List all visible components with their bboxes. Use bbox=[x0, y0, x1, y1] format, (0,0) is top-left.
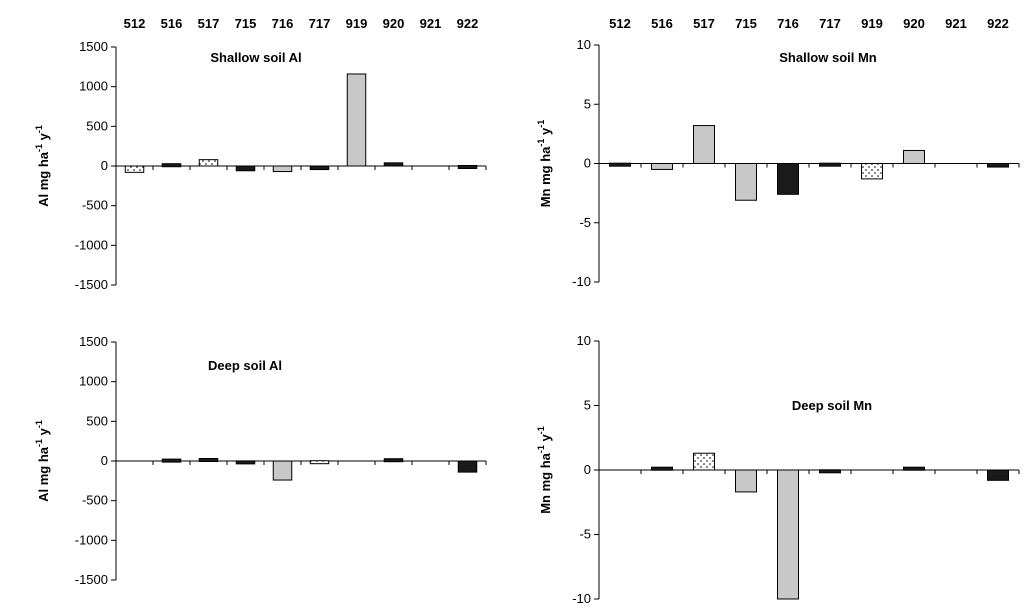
bar-517 bbox=[198, 458, 219, 463]
bar-715 bbox=[235, 460, 256, 465]
y-tick-label: -10 bbox=[572, 274, 591, 289]
y-tick-label: -5 bbox=[579, 215, 591, 230]
bar-715 bbox=[735, 163, 757, 201]
category-label: 921 bbox=[420, 16, 442, 31]
y-tick-label: 5 bbox=[584, 398, 591, 413]
category-label: 919 bbox=[346, 16, 368, 31]
bar-716 bbox=[272, 165, 293, 173]
bar-919 bbox=[346, 73, 367, 167]
y-tick-label: -1000 bbox=[75, 532, 108, 547]
category-label: 716 bbox=[777, 16, 799, 31]
bar-516 bbox=[161, 163, 182, 168]
category-label: 922 bbox=[987, 16, 1009, 31]
bar-715 bbox=[735, 469, 757, 493]
panel-al-deep: 1500 1000 500 0 -500 -1000 -1500 Deep soil Al Al… bbox=[34, 334, 487, 587]
y-tick-label: 10 bbox=[577, 37, 591, 52]
category-label: 922 bbox=[457, 16, 479, 31]
category-label: 517 bbox=[198, 16, 220, 31]
bar-516 bbox=[651, 163, 673, 170]
bar-717 bbox=[819, 469, 841, 474]
bar-517 bbox=[693, 125, 715, 164]
panel-title: Shallow soil Mn bbox=[779, 50, 877, 65]
bar-716 bbox=[272, 460, 293, 481]
bar-517 bbox=[693, 452, 715, 471]
category-label: 920 bbox=[903, 16, 925, 31]
category-label: 512 bbox=[609, 16, 631, 31]
bar-517 bbox=[198, 159, 219, 167]
category-label: 920 bbox=[383, 16, 405, 31]
y-tick-label: -1500 bbox=[75, 277, 108, 292]
y-tick-label: 1000 bbox=[79, 79, 108, 94]
bar-920 bbox=[903, 466, 925, 471]
bar-717 bbox=[309, 165, 330, 171]
bar-717 bbox=[309, 460, 330, 465]
y-tick-label: 1500 bbox=[79, 39, 108, 54]
y-axis-title: Mn mg ha-1 y-1 bbox=[536, 426, 553, 514]
y-tick-label: -500 bbox=[82, 493, 108, 508]
panel-mn-deep: 10 5 0 -5 -10 Deep soil Mn Mn mg ha-1 y-1 bbox=[536, 333, 1020, 606]
panel-title: Deep soil Mn bbox=[792, 398, 872, 413]
bar-922 bbox=[457, 164, 478, 169]
category-label: 517 bbox=[693, 16, 715, 31]
category-label: 512 bbox=[124, 16, 146, 31]
bar-715 bbox=[235, 165, 256, 172]
y-axis-title: Al mg ha-1 y-1 bbox=[34, 420, 51, 502]
y-tick-label: 10 bbox=[577, 333, 591, 348]
bar-920 bbox=[903, 149, 925, 164]
category-label: 919 bbox=[861, 16, 883, 31]
bar-920 bbox=[383, 458, 404, 463]
category-label: 715 bbox=[735, 16, 757, 31]
bar-717 bbox=[819, 162, 841, 167]
bar-922 bbox=[987, 469, 1009, 481]
bar-516 bbox=[161, 458, 182, 463]
bar-516 bbox=[651, 466, 673, 471]
category-label: 516 bbox=[651, 16, 673, 31]
bar-716 bbox=[777, 469, 799, 600]
bar-919 bbox=[861, 163, 883, 180]
y-tick-label: -1500 bbox=[75, 572, 108, 587]
y-tick-label: -10 bbox=[572, 591, 591, 606]
y-tick-label: 1500 bbox=[79, 334, 108, 349]
y-tick-label: 5 bbox=[584, 96, 591, 111]
y-tick-label: 500 bbox=[86, 118, 108, 133]
bar-920 bbox=[383, 162, 404, 167]
category-label: 715 bbox=[235, 16, 257, 31]
category-label: 516 bbox=[161, 16, 183, 31]
y-tick-label: 0 bbox=[584, 462, 591, 477]
category-label: 717 bbox=[819, 16, 841, 31]
panel-al-shallow: 1500 1000 500 0 -500 -1000 -1500 512 516 517 715 71… bbox=[34, 16, 487, 292]
panel-title: Shallow soil Al bbox=[210, 50, 301, 65]
y-tick-label: 0 bbox=[101, 453, 108, 468]
y-axis-title: Mn mg ha-1 y-1 bbox=[536, 120, 553, 208]
y-tick-label: 0 bbox=[101, 158, 108, 173]
panel-mn-shallow: 10 5 0 -5 -10 512 516 517 715 716 717 919 920 921 922 S… bbox=[536, 16, 1020, 289]
bar-922 bbox=[987, 163, 1009, 168]
y-tick-label: -5 bbox=[579, 527, 591, 542]
category-label: 921 bbox=[945, 16, 967, 31]
bar-512 bbox=[609, 162, 631, 167]
y-tick-label: 1000 bbox=[79, 374, 108, 389]
y-tick-label: -1000 bbox=[75, 237, 108, 252]
y-tick-label: 500 bbox=[86, 413, 108, 428]
bar-512 bbox=[124, 165, 145, 173]
category-label: 716 bbox=[272, 16, 294, 31]
y-axis-title: Al mg ha-1 y-1 bbox=[34, 125, 51, 207]
bar-922 bbox=[457, 460, 478, 473]
y-tick-label: -500 bbox=[82, 198, 108, 213]
bar-716 bbox=[777, 163, 799, 195]
y-tick-label: 0 bbox=[584, 156, 591, 171]
category-label: 717 bbox=[309, 16, 331, 31]
panel-title: Deep soil Al bbox=[208, 358, 282, 373]
